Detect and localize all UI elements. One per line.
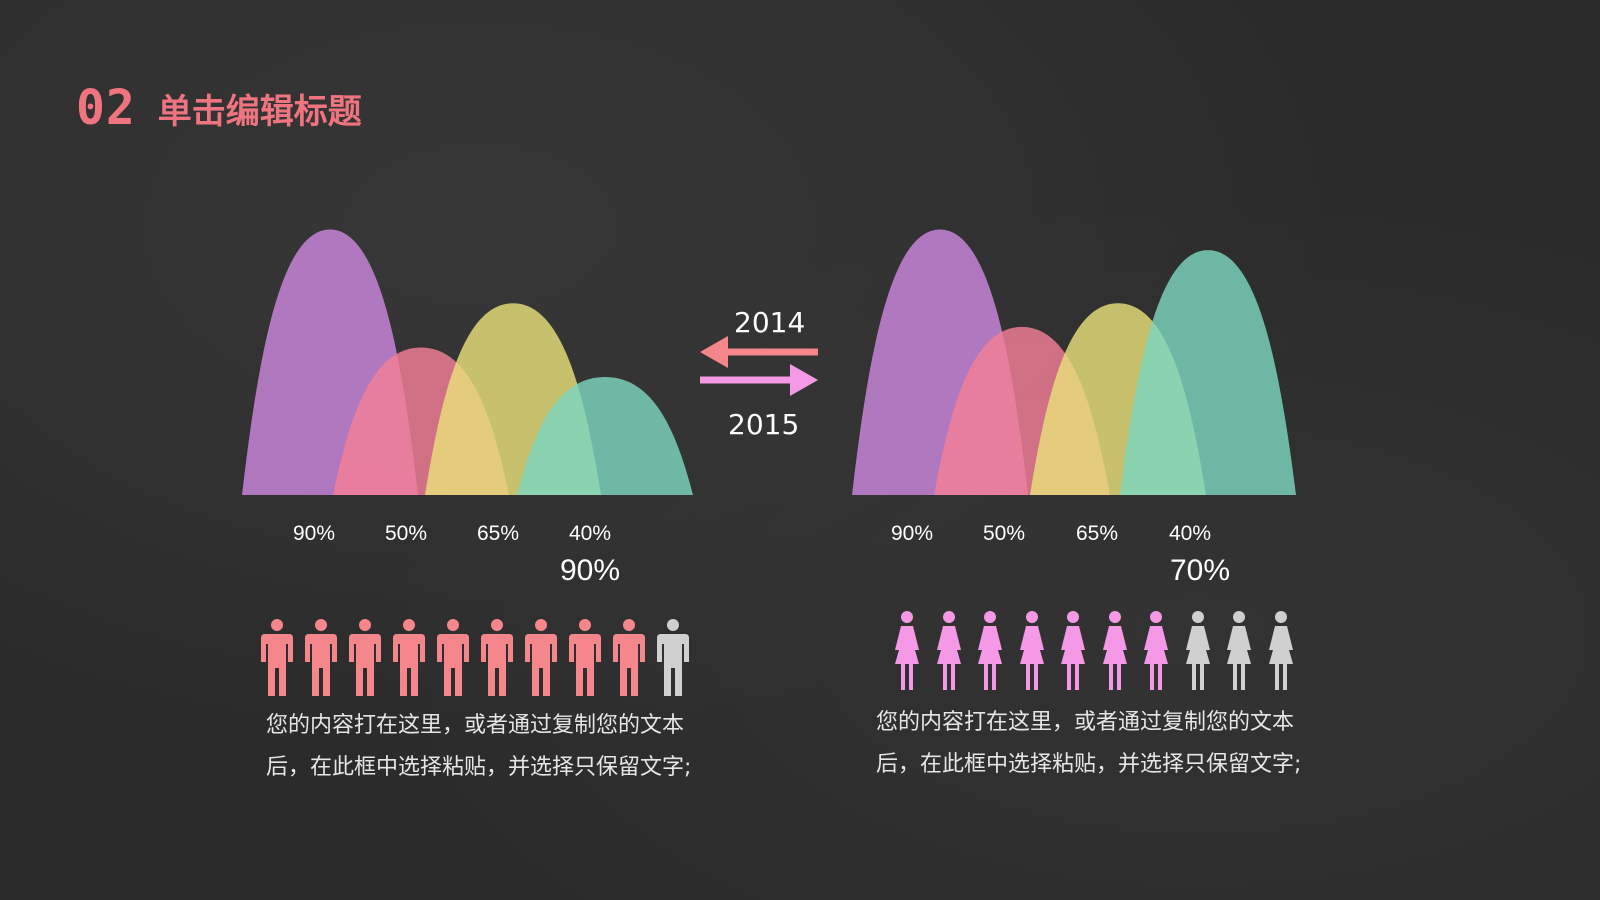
female-person-icon <box>1144 611 1168 690</box>
year-2014-label: 2014 <box>734 306 806 339</box>
chart-2-summary-percent: 70% <box>1169 554 1231 587</box>
chart-1-category-label: 50% <box>384 522 428 545</box>
swap-arrows <box>700 336 818 396</box>
chart-1-category-label: 65% <box>476 522 520 545</box>
slide-title: 02 单击编辑标题 <box>76 80 362 136</box>
female-person-icon <box>936 611 961 690</box>
chart-2-category-label: 40% <box>1168 522 1212 545</box>
male-person-icon <box>525 619 557 696</box>
female-person-icon <box>1102 611 1127 690</box>
chart-1-description: 您的内容打在这里，或者通过复制您的文本 后，在此框中选择粘贴，并选择只保留文字; <box>266 705 736 789</box>
female-person-icon <box>1227 611 1251 690</box>
chart-2-description: 您的内容打在这里，或者通过复制您的文本 后，在此框中选择粘贴，并选择只保留文字; <box>876 702 1346 786</box>
male-person-icon <box>261 619 293 696</box>
female-person-icon <box>1185 611 1210 690</box>
chart-2-category-label: 50% <box>982 522 1026 545</box>
female-person-icon <box>1061 611 1085 690</box>
chart-2-people-row <box>888 610 1303 692</box>
chart-1-category-label: 40% <box>568 522 612 545</box>
chart-group-1 <box>242 229 693 495</box>
female-person-icon <box>895 611 919 690</box>
curve-1-4 <box>517 377 693 495</box>
female-person-icon <box>1019 611 1044 690</box>
male-person-icon <box>349 619 381 696</box>
chart-1-people-row <box>260 618 700 698</box>
slide-title-text: 单击编辑标题 <box>157 91 362 132</box>
description-line-1: 您的内容打在这里，或者通过复制您的文本 <box>876 710 1295 735</box>
chart-1-category-label: 90% <box>292 522 336 545</box>
description-line-2: 后，在此框中选择粘贴，并选择只保留文字; <box>876 752 1302 777</box>
male-person-icon <box>437 619 469 696</box>
male-person-icon <box>305 619 337 696</box>
female-person-icon <box>978 611 1002 690</box>
arrow-left-head-icon <box>700 336 728 368</box>
year-2015-label: 2015 <box>728 408 800 441</box>
slide-number: 02 <box>76 80 136 136</box>
male-person-icon <box>657 619 689 696</box>
curve-2-4 <box>1120 250 1296 495</box>
male-person-icon <box>481 619 513 696</box>
chart-group-2 <box>852 229 1296 495</box>
chart-2-category-label: 90% <box>890 522 934 545</box>
description-line-2: 后，在此框中选择粘贴，并选择只保留文字; <box>266 755 692 780</box>
male-person-icon <box>393 619 425 696</box>
arrow-right-head-icon <box>790 364 818 396</box>
chart-2-category-label: 65% <box>1075 522 1119 545</box>
male-person-icon <box>613 619 645 696</box>
description-line-1: 您的内容打在这里，或者通过复制您的文本 <box>266 713 685 738</box>
female-person-icon <box>1268 611 1293 690</box>
male-person-icon <box>569 619 601 696</box>
chart-1-summary-percent: 90% <box>559 554 621 587</box>
